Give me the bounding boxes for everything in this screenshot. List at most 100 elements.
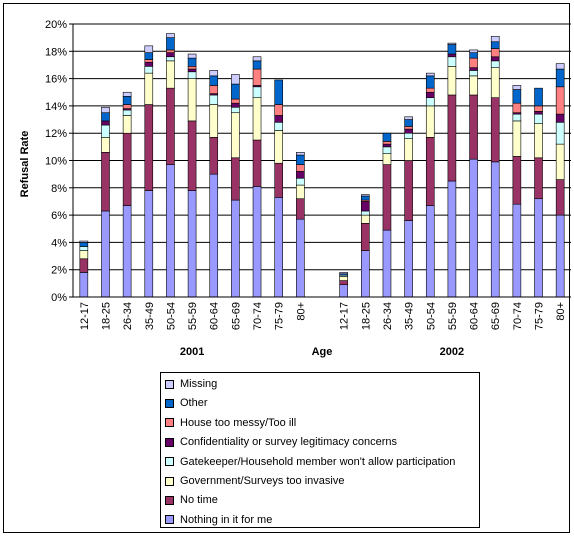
- bar-segment-2002-26-34-s3: [382, 146, 392, 154]
- y-tick-label: 2%: [51, 265, 67, 277]
- bar-segment-2001-12-17-s6: [79, 242, 89, 247]
- bar-segment-2001-75-79-s4: [274, 115, 284, 123]
- bar-segment-2002-70-74-s7: [512, 85, 522, 90]
- bar-segment-2002-18-25-s6: [360, 195, 370, 201]
- bar-segment-2002-50-54-s0: [425, 205, 435, 298]
- legend-label: Other: [180, 397, 208, 410]
- x-tick-label: 12-17: [339, 302, 351, 330]
- bars: [79, 33, 565, 298]
- x-tick-label: 55-59: [447, 302, 459, 330]
- bar-segment-2002-65-69-s3: [490, 60, 500, 68]
- bar-segment-2001-18-25-s4: [101, 120, 110, 126]
- bar-segment-2001-80+-s4: [296, 171, 305, 179]
- bar-segment-2001-35-49-s6: [144, 52, 154, 60]
- y-tick-label: 10%: [45, 156, 67, 168]
- bar-segment-2002-80+-s4: [555, 113, 565, 123]
- bar-segment-2001-50-54-s3: [166, 56, 175, 62]
- x-tick-label: 70-74: [512, 302, 524, 330]
- bar-segment-2002-50-54-s5: [425, 87, 435, 93]
- bar-segment-2001-55-59-s3: [187, 71, 197, 79]
- bar-segment-2002-12-17-s0: [339, 284, 348, 298]
- bar-segment-2001-70-74-s2: [252, 97, 262, 141]
- bar-segment-2001-70-74-s1: [252, 139, 262, 187]
- legend-swatch: [165, 379, 174, 389]
- bar-segment-2002-18-25-s1: [360, 222, 370, 251]
- bar-segment-2001-55-59-s7: [187, 53, 197, 59]
- bar-segment-2002-18-25-s7: [360, 194, 370, 197]
- legend-swatch: [165, 476, 174, 486]
- bar-segment-2001-70-74-s3: [252, 86, 262, 99]
- bar-segment-2001-35-49-s7: [144, 45, 154, 53]
- bar-segment-2001-65-69-s2: [231, 112, 240, 159]
- bar-segment-2001-60-64-s5: [209, 85, 219, 94]
- x-tick-label: 35-49: [144, 302, 156, 330]
- bar-segment-2001-35-49-s2: [144, 72, 154, 105]
- bar-segment-2001-26-34-s5: [122, 104, 132, 109]
- legend-item: Missing: [165, 377, 217, 391]
- bar-segment-2001-26-34-s3: [122, 109, 132, 116]
- y-tick-label: 18%: [45, 46, 67, 58]
- bar-segment-2002-75-79-s4: [534, 111, 543, 115]
- bar-segment-2001-55-59-s6: [187, 57, 197, 67]
- bar-segment-2001-65-69-s0: [231, 199, 240, 298]
- bar-segment-2001-18-25-s2: [101, 137, 110, 153]
- bar-segment-2001-65-69-s5: [231, 98, 240, 104]
- bar-segment-2002-65-69-s6: [490, 41, 500, 49]
- legend-item: House too messy/Too ill: [165, 416, 296, 430]
- legend-label: Gatekeeper/Household member won't allow …: [180, 455, 456, 468]
- bar-segment-2001-18-25-s3: [101, 124, 110, 138]
- bar-segment-2002-55-59-s2: [447, 66, 457, 96]
- x-tick-label: 60-64: [469, 302, 481, 330]
- x-tick-label: 65-69: [490, 302, 502, 330]
- bar-segment-2001-75-79-s1: [274, 162, 284, 198]
- x-tick-label: 75-79: [534, 302, 546, 330]
- y-tick-label: 0%: [51, 292, 67, 304]
- bar-segment-2002-75-79-s1: [534, 157, 543, 200]
- bar-segment-2002-60-64-s6: [469, 52, 478, 59]
- legend-swatch: [165, 437, 174, 447]
- bar-segment-2002-70-74-s1: [512, 156, 522, 205]
- y-axis-label: Refusal Rate: [19, 131, 31, 198]
- bar-segment-2002-26-34-s6: [382, 132, 392, 142]
- bar-segment-2002-55-59-s4: [447, 53, 457, 58]
- bar-segment-2002-70-74-s0: [512, 203, 522, 298]
- bar-segment-2002-60-64-s1: [469, 94, 478, 160]
- legend-swatch: [165, 515, 174, 525]
- bar-segment-2001-70-74-s6: [252, 60, 262, 70]
- bar-segment-2002-12-17-s7: [339, 272, 348, 275]
- bar-segment-2001-60-64-s2: [209, 104, 219, 138]
- bar-segment-2002-35-49-s0: [404, 220, 413, 298]
- bar-segment-2002-55-59-s1: [447, 94, 457, 182]
- bar-segment-2002-60-64-s5: [469, 57, 478, 68]
- bar-segment-2002-60-64-s4: [469, 67, 478, 71]
- bar-segment-2002-18-25-s0: [360, 250, 370, 298]
- x-tick-label: 80+: [555, 302, 567, 321]
- bar-segment-2002-60-64-s0: [469, 158, 478, 298]
- x-tick-label: 70-74: [252, 302, 264, 330]
- bar-segment-2001-55-59-s0: [187, 190, 197, 298]
- legend-label: Government/Surveys too invasive: [180, 475, 345, 487]
- bar-segment-2001-55-59-s2: [187, 78, 197, 122]
- x-tick-label: 18-25: [360, 302, 372, 330]
- x-tick-label: 75-79: [274, 302, 286, 330]
- y-tick-label: 20%: [45, 19, 67, 31]
- bar-segment-2002-26-34-s0: [382, 229, 392, 298]
- bar-segment-2001-50-54-s4: [166, 52, 175, 58]
- bar-segment-2002-35-49-s3: [404, 132, 413, 139]
- bar-segment-2001-26-34-s6: [122, 96, 132, 105]
- legend-swatch: [165, 495, 174, 505]
- bar-segment-2001-60-64-s6: [209, 75, 219, 86]
- x-tick-label: 50-54: [165, 302, 177, 330]
- bar-segment-2002-65-69-s0: [490, 161, 500, 298]
- bar-segment-2002-70-74-s6: [512, 89, 522, 104]
- x-tick-label: 18-25: [101, 302, 113, 330]
- gridlines: [73, 23, 571, 271]
- bar-segment-2002-35-49-s1: [404, 160, 413, 221]
- group-label: 2002: [440, 346, 464, 358]
- bar-segment-2002-50-54-s1: [425, 137, 435, 206]
- x-tick-label: 80+: [295, 302, 307, 321]
- bar-segment-2001-50-54-s1: [166, 87, 175, 165]
- bar-segment-2001-65-69-s6: [231, 83, 240, 100]
- legend-label: Nothing in it for me: [180, 513, 273, 526]
- bar-segment-2002-35-49-s2: [404, 138, 413, 161]
